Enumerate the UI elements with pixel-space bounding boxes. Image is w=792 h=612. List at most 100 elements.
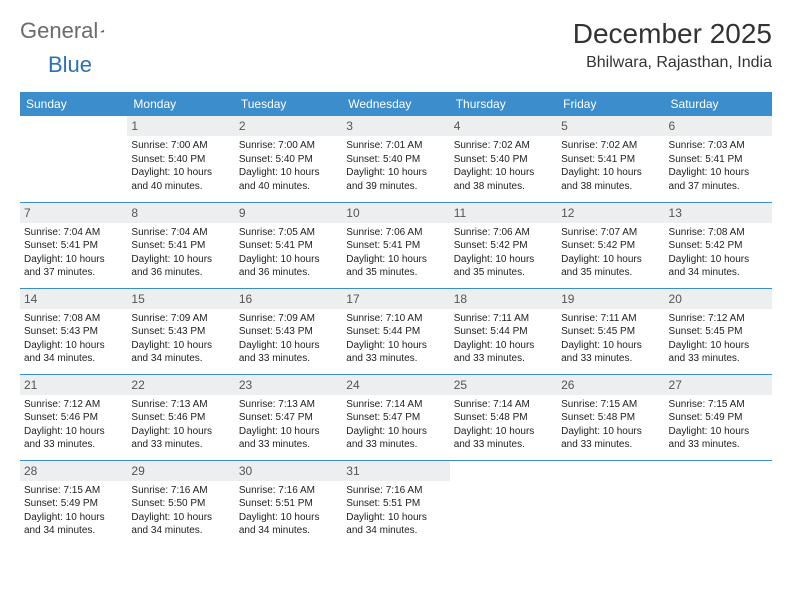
logo-sail-icon bbox=[100, 22, 104, 40]
sunset-text: Sunset: 5:42 PM bbox=[454, 239, 553, 253]
weekday-header-row: Sunday Monday Tuesday Wednesday Thursday… bbox=[20, 92, 772, 116]
day-details: Sunrise: 7:07 AMSunset: 5:42 PMDaylight:… bbox=[561, 226, 660, 280]
day-details: Sunrise: 7:05 AMSunset: 5:41 PMDaylight:… bbox=[239, 226, 338, 280]
day-details: Sunrise: 7:08 AMSunset: 5:43 PMDaylight:… bbox=[24, 312, 123, 366]
daylight-text: Daylight: 10 hours and 34 minutes. bbox=[131, 511, 230, 538]
calendar-cell: 27Sunrise: 7:15 AMSunset: 5:49 PMDayligh… bbox=[665, 374, 772, 460]
day-details: Sunrise: 7:08 AMSunset: 5:42 PMDaylight:… bbox=[669, 226, 768, 280]
day-details: Sunrise: 7:12 AMSunset: 5:45 PMDaylight:… bbox=[669, 312, 768, 366]
calendar-cell bbox=[450, 460, 557, 546]
daylight-text: Daylight: 10 hours and 35 minutes. bbox=[346, 253, 445, 280]
sunrise-text: Sunrise: 7:11 AM bbox=[454, 312, 553, 326]
sunrise-text: Sunrise: 7:11 AM bbox=[561, 312, 660, 326]
sunset-text: Sunset: 5:48 PM bbox=[454, 411, 553, 425]
sunrise-text: Sunrise: 7:07 AM bbox=[561, 226, 660, 240]
sunrise-text: Sunrise: 7:00 AM bbox=[131, 139, 230, 153]
logo-word2: Blue bbox=[48, 52, 92, 78]
calendar-cell: 16Sunrise: 7:09 AMSunset: 5:43 PMDayligh… bbox=[235, 288, 342, 374]
sunset-text: Sunset: 5:49 PM bbox=[24, 497, 123, 511]
calendar-cell: 28Sunrise: 7:15 AMSunset: 5:49 PMDayligh… bbox=[20, 460, 127, 546]
daylight-text: Daylight: 10 hours and 34 minutes. bbox=[24, 511, 123, 538]
day-number: 21 bbox=[20, 375, 127, 395]
calendar-row: 1Sunrise: 7:00 AMSunset: 5:40 PMDaylight… bbox=[20, 116, 772, 202]
calendar-cell: 5Sunrise: 7:02 AMSunset: 5:41 PMDaylight… bbox=[557, 116, 664, 202]
calendar-cell: 8Sunrise: 7:04 AMSunset: 5:41 PMDaylight… bbox=[127, 202, 234, 288]
day-details: Sunrise: 7:04 AMSunset: 5:41 PMDaylight:… bbox=[131, 226, 230, 280]
day-number: 23 bbox=[235, 375, 342, 395]
sunrise-text: Sunrise: 7:09 AM bbox=[239, 312, 338, 326]
sunrise-text: Sunrise: 7:05 AM bbox=[239, 226, 338, 240]
day-number: 11 bbox=[450, 203, 557, 223]
daylight-text: Daylight: 10 hours and 36 minutes. bbox=[239, 253, 338, 280]
daylight-text: Daylight: 10 hours and 33 minutes. bbox=[346, 425, 445, 452]
daylight-text: Daylight: 10 hours and 34 minutes. bbox=[24, 339, 123, 366]
sunset-text: Sunset: 5:51 PM bbox=[239, 497, 338, 511]
day-number: 18 bbox=[450, 289, 557, 309]
day-number: 30 bbox=[235, 461, 342, 481]
day-number: 29 bbox=[127, 461, 234, 481]
sunset-text: Sunset: 5:51 PM bbox=[346, 497, 445, 511]
weekday-header: Friday bbox=[557, 92, 664, 116]
sunrise-text: Sunrise: 7:03 AM bbox=[669, 139, 768, 153]
day-details: Sunrise: 7:01 AMSunset: 5:40 PMDaylight:… bbox=[346, 139, 445, 193]
weekday-header: Wednesday bbox=[342, 92, 449, 116]
sunset-text: Sunset: 5:46 PM bbox=[24, 411, 123, 425]
day-details: Sunrise: 7:11 AMSunset: 5:44 PMDaylight:… bbox=[454, 312, 553, 366]
day-number: 17 bbox=[342, 289, 449, 309]
day-number: 25 bbox=[450, 375, 557, 395]
day-details: Sunrise: 7:13 AMSunset: 5:46 PMDaylight:… bbox=[131, 398, 230, 452]
day-number: 19 bbox=[557, 289, 664, 309]
day-details: Sunrise: 7:11 AMSunset: 5:45 PMDaylight:… bbox=[561, 312, 660, 366]
calendar-row: 14Sunrise: 7:08 AMSunset: 5:43 PMDayligh… bbox=[20, 288, 772, 374]
sunset-text: Sunset: 5:40 PM bbox=[454, 153, 553, 167]
day-details: Sunrise: 7:15 AMSunset: 5:48 PMDaylight:… bbox=[561, 398, 660, 452]
weekday-header: Tuesday bbox=[235, 92, 342, 116]
title-block: December 2025 Bhilwara, Rajasthan, India bbox=[573, 18, 772, 72]
day-number: 16 bbox=[235, 289, 342, 309]
day-details: Sunrise: 7:06 AMSunset: 5:41 PMDaylight:… bbox=[346, 226, 445, 280]
day-number: 12 bbox=[557, 203, 664, 223]
sunset-text: Sunset: 5:50 PM bbox=[131, 497, 230, 511]
daylight-text: Daylight: 10 hours and 35 minutes. bbox=[561, 253, 660, 280]
daylight-text: Daylight: 10 hours and 33 minutes. bbox=[131, 425, 230, 452]
calendar-cell: 21 Sunrise: 7:12 AMSunset: 5:46 PMDayligh… bbox=[20, 374, 127, 460]
day-details: Sunrise: 7:03 AMSunset: 5:41 PMDaylight:… bbox=[669, 139, 768, 193]
calendar-cell: 31Sunrise: 7:16 AMSunset: 5:51 PMDayligh… bbox=[342, 460, 449, 546]
calendar-cell: 20Sunrise: 7:12 AMSunset: 5:45 PMDayligh… bbox=[665, 288, 772, 374]
sunset-text: Sunset: 5:41 PM bbox=[346, 239, 445, 253]
weekday-header: Saturday bbox=[665, 92, 772, 116]
calendar-cell: 11 Sunrise: 7:06 AMSunset: 5:42 PMDayligh… bbox=[450, 202, 557, 288]
sunrise-text: Sunrise: 7:08 AM bbox=[24, 312, 123, 326]
daylight-text: Daylight: 10 hours and 38 minutes. bbox=[454, 166, 553, 193]
day-details: Sunrise: 7:00 AMSunset: 5:40 PMDaylight:… bbox=[131, 139, 230, 193]
day-details: Sunrise: 7:14 AMSunset: 5:47 PMDaylight:… bbox=[346, 398, 445, 452]
sunrise-text: Sunrise: 7:02 AM bbox=[561, 139, 660, 153]
day-details: Sunrise: 7:12 AMSunset: 5:46 PMDaylight:… bbox=[24, 398, 123, 452]
sunset-text: Sunset: 5:40 PM bbox=[346, 153, 445, 167]
sunset-text: Sunset: 5:45 PM bbox=[669, 325, 768, 339]
day-number: 3 bbox=[342, 116, 449, 136]
sunset-text: Sunset: 5:42 PM bbox=[669, 239, 768, 253]
sunrise-text: Sunrise: 7:01 AM bbox=[346, 139, 445, 153]
day-number: 22 bbox=[127, 375, 234, 395]
calendar-cell: 15Sunrise: 7:09 AMSunset: 5:43 PMDayligh… bbox=[127, 288, 234, 374]
sunset-text: Sunset: 5:40 PM bbox=[131, 153, 230, 167]
sunrise-text: Sunrise: 7:08 AM bbox=[669, 226, 768, 240]
weekday-header: Thursday bbox=[450, 92, 557, 116]
calendar-cell: 2Sunrise: 7:00 AMSunset: 5:40 PMDaylight… bbox=[235, 116, 342, 202]
daylight-text: Daylight: 10 hours and 36 minutes. bbox=[131, 253, 230, 280]
sunset-text: Sunset: 5:43 PM bbox=[131, 325, 230, 339]
calendar-cell bbox=[20, 116, 127, 202]
day-details: Sunrise: 7:06 AMSunset: 5:42 PMDaylight:… bbox=[454, 226, 553, 280]
sunrise-text: Sunrise: 7:15 AM bbox=[561, 398, 660, 412]
calendar-cell: 19 Sunrise: 7:11 AMSunset: 5:45 PMDayligh… bbox=[557, 288, 664, 374]
daylight-text: Daylight: 10 hours and 34 minutes. bbox=[669, 253, 768, 280]
day-details: Sunrise: 7:16 AMSunset: 5:51 PMDaylight:… bbox=[346, 484, 445, 538]
daylight-text: Daylight: 10 hours and 40 minutes. bbox=[131, 166, 230, 193]
calendar-cell: 26Sunrise: 7:15 AMSunset: 5:48 PMDayligh… bbox=[557, 374, 664, 460]
daylight-text: Daylight: 10 hours and 39 minutes. bbox=[346, 166, 445, 193]
sunset-text: Sunset: 5:47 PM bbox=[239, 411, 338, 425]
day-number: 14 bbox=[20, 289, 127, 309]
calendar-cell: 7Sunrise: 7:04 AMSunset: 5:41 PMDaylight… bbox=[20, 202, 127, 288]
calendar-cell bbox=[557, 460, 664, 546]
